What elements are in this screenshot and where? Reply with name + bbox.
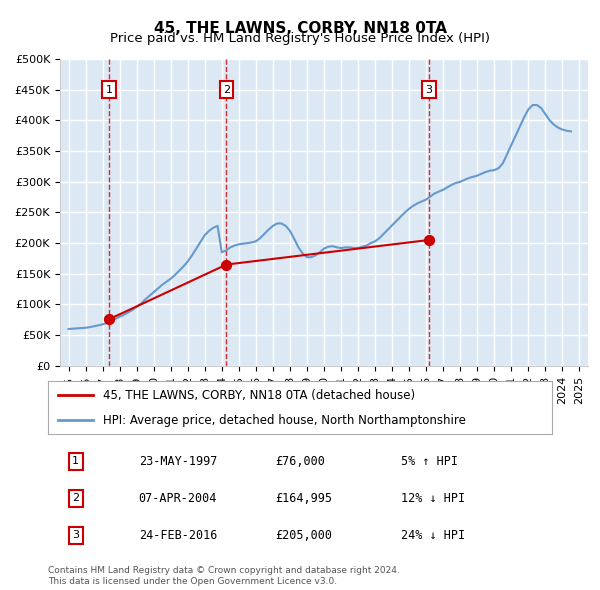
Text: 2: 2 [72, 493, 79, 503]
Text: £205,000: £205,000 [275, 529, 332, 542]
Text: 23-MAY-1997: 23-MAY-1997 [139, 455, 217, 468]
Text: HPI: Average price, detached house, North Northamptonshire: HPI: Average price, detached house, Nort… [103, 414, 466, 427]
Text: 1: 1 [106, 85, 113, 94]
Text: 45, THE LAWNS, CORBY, NN18 0TA: 45, THE LAWNS, CORBY, NN18 0TA [154, 21, 446, 35]
Point [104, 314, 114, 324]
Point [424, 235, 434, 245]
Text: 3: 3 [72, 530, 79, 540]
Text: 2: 2 [223, 85, 230, 94]
Text: 07-APR-2004: 07-APR-2004 [139, 491, 217, 505]
Text: £164,995: £164,995 [275, 491, 332, 505]
Text: £76,000: £76,000 [275, 455, 325, 468]
Text: 3: 3 [425, 85, 432, 94]
Text: 1: 1 [72, 456, 79, 466]
Text: 12% ↓ HPI: 12% ↓ HPI [401, 491, 465, 505]
Text: Contains HM Land Registry data © Crown copyright and database right 2024.
This d: Contains HM Land Registry data © Crown c… [48, 566, 400, 586]
Text: 45, THE LAWNS, CORBY, NN18 0TA (detached house): 45, THE LAWNS, CORBY, NN18 0TA (detached… [103, 389, 416, 402]
Text: 24-FEB-2016: 24-FEB-2016 [139, 529, 217, 542]
Point [221, 260, 231, 269]
Text: Price paid vs. HM Land Registry's House Price Index (HPI): Price paid vs. HM Land Registry's House … [110, 32, 490, 45]
Text: 5% ↑ HPI: 5% ↑ HPI [401, 455, 458, 468]
Text: 24% ↓ HPI: 24% ↓ HPI [401, 529, 465, 542]
